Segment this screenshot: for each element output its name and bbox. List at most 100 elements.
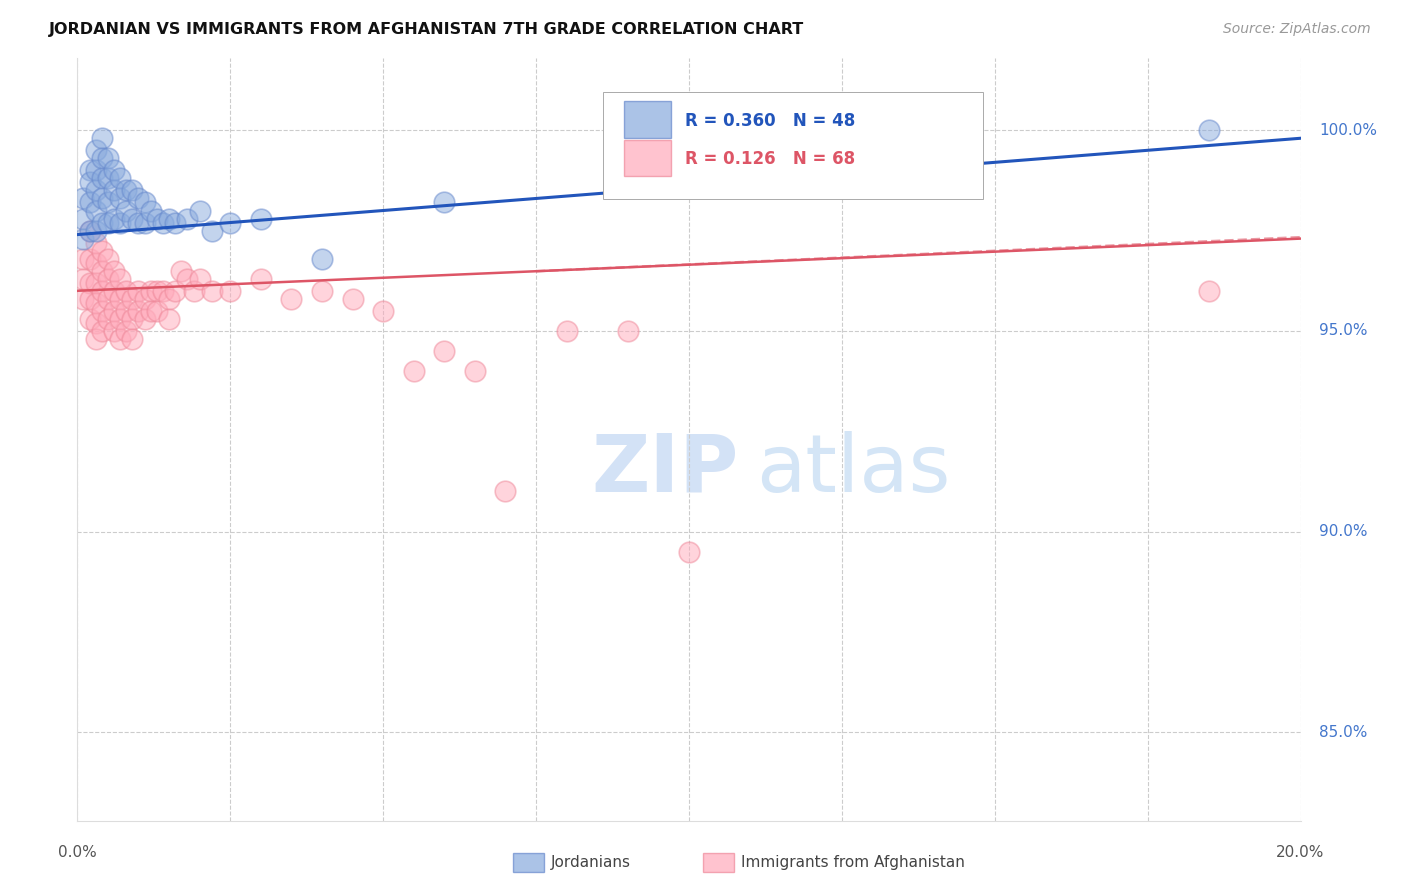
Point — [152, 215, 174, 229]
Point — [115, 183, 138, 197]
Point — [108, 271, 131, 285]
Point — [84, 203, 107, 218]
Point — [103, 284, 125, 298]
Point — [84, 143, 107, 157]
Point — [127, 191, 149, 205]
Point — [90, 151, 112, 165]
Point — [90, 244, 112, 258]
Point — [127, 303, 149, 318]
Point — [97, 171, 120, 186]
Point — [139, 203, 162, 218]
Point — [134, 292, 156, 306]
Text: 85.0%: 85.0% — [1319, 725, 1367, 739]
Point — [464, 364, 486, 378]
Point — [108, 292, 131, 306]
Point — [90, 263, 112, 277]
Text: Jordanians: Jordanians — [551, 855, 631, 870]
Point — [201, 284, 224, 298]
Point — [72, 252, 94, 266]
Point — [79, 252, 101, 266]
Point — [183, 284, 205, 298]
Point — [402, 364, 425, 378]
Point — [250, 211, 273, 226]
Text: 0.0%: 0.0% — [58, 845, 97, 860]
Point — [90, 303, 112, 318]
Point — [84, 235, 107, 250]
Point — [90, 191, 112, 205]
Point — [90, 284, 112, 298]
Point — [139, 303, 162, 318]
Point — [79, 311, 101, 326]
Point — [84, 223, 107, 237]
Point — [371, 303, 394, 318]
Point — [79, 292, 101, 306]
Point — [188, 203, 211, 218]
Text: 90.0%: 90.0% — [1319, 524, 1368, 539]
Point — [115, 324, 138, 338]
Point — [97, 195, 120, 210]
Point — [103, 263, 125, 277]
Point — [146, 303, 169, 318]
Point — [108, 215, 131, 229]
Point — [342, 292, 364, 306]
Point — [157, 211, 180, 226]
Point — [108, 332, 131, 346]
Point — [127, 215, 149, 229]
Point — [678, 544, 700, 558]
Point — [79, 223, 101, 237]
Point — [157, 311, 180, 326]
Point — [90, 171, 112, 186]
Text: 100.0%: 100.0% — [1319, 123, 1376, 137]
Point — [108, 311, 131, 326]
Point — [97, 215, 120, 229]
Text: R = 0.126   N = 68: R = 0.126 N = 68 — [685, 150, 855, 168]
Point — [134, 215, 156, 229]
Point — [79, 276, 101, 290]
Point — [134, 195, 156, 210]
Point — [79, 163, 101, 178]
Point — [146, 284, 169, 298]
Point — [72, 271, 94, 285]
Point — [79, 175, 101, 189]
Point — [134, 311, 156, 326]
Text: Source: ZipAtlas.com: Source: ZipAtlas.com — [1223, 22, 1371, 37]
Text: Immigrants from Afghanistan: Immigrants from Afghanistan — [741, 855, 965, 870]
Text: ZIP: ZIP — [591, 431, 738, 508]
Point — [127, 284, 149, 298]
Point — [121, 183, 143, 197]
FancyBboxPatch shape — [603, 92, 983, 199]
Point — [201, 223, 224, 237]
Point — [90, 215, 112, 229]
Point — [79, 223, 101, 237]
Point — [165, 215, 187, 229]
Point — [146, 211, 169, 226]
Point — [219, 215, 242, 229]
Point — [157, 292, 180, 306]
Point — [103, 163, 125, 178]
Point — [121, 292, 143, 306]
Point — [121, 332, 143, 346]
Point — [495, 484, 517, 499]
Point — [97, 252, 120, 266]
Point — [84, 183, 107, 197]
Point — [103, 303, 125, 318]
Point — [72, 211, 94, 226]
Point — [108, 191, 131, 205]
Point — [280, 292, 302, 306]
Point — [617, 324, 640, 338]
Point — [433, 343, 456, 358]
Point — [219, 284, 242, 298]
Text: 95.0%: 95.0% — [1319, 324, 1368, 338]
Point — [90, 324, 112, 338]
Point — [188, 271, 211, 285]
Text: JORDANIAN VS IMMIGRANTS FROM AFGHANISTAN 7TH GRADE CORRELATION CHART: JORDANIAN VS IMMIGRANTS FROM AFGHANISTAN… — [49, 22, 804, 37]
Point — [139, 284, 162, 298]
Point — [121, 311, 143, 326]
Point — [97, 271, 120, 285]
Point — [103, 183, 125, 197]
Point — [97, 292, 120, 306]
Point — [84, 276, 107, 290]
Point — [176, 271, 198, 285]
Point — [555, 324, 578, 338]
Point — [84, 163, 107, 178]
